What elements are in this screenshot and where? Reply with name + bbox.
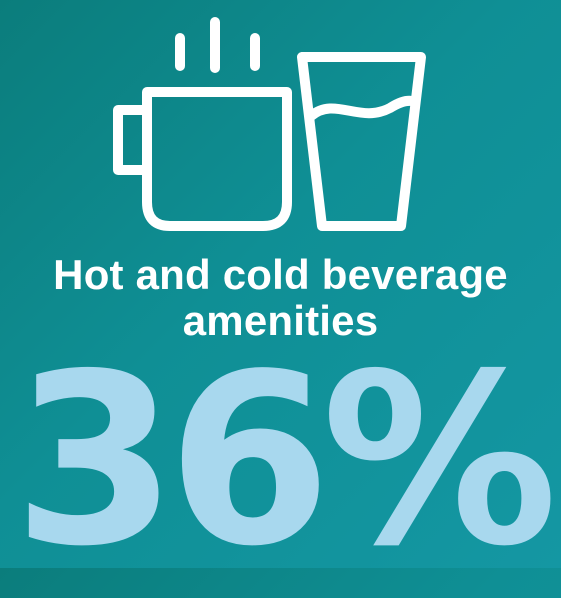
hot-mug-icon bbox=[113, 87, 292, 231]
percentage-stat: 36% bbox=[13, 323, 558, 598]
headline-line-1: Hot and cold beverage bbox=[53, 251, 508, 298]
water-glass-icon bbox=[297, 52, 426, 231]
beverage-icons-svg bbox=[113, 17, 426, 231]
beverage-icons bbox=[0, 0, 561, 250]
steam-icon bbox=[175, 17, 260, 73]
headline-line-2: amenities bbox=[182, 297, 379, 344]
headline: Hot and cold beverage amenities bbox=[0, 252, 561, 344]
